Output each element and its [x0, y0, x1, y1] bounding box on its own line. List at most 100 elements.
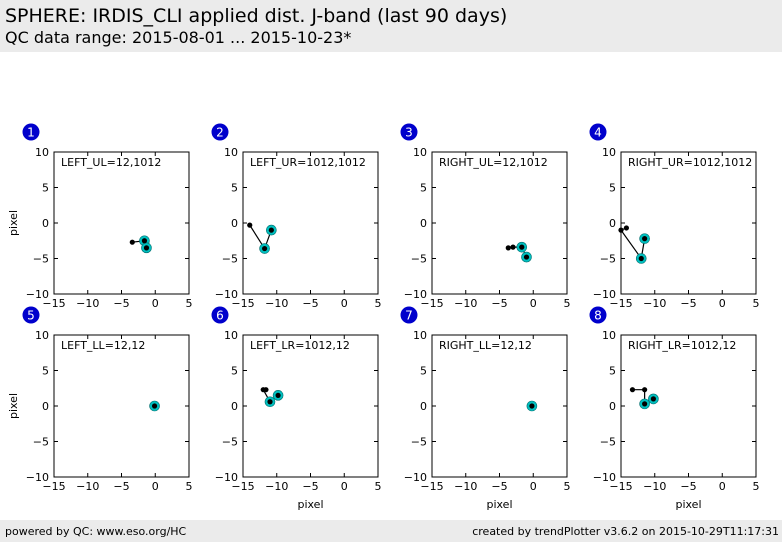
panel-label: RIGHT_UR=1012,1012 — [628, 156, 752, 169]
panel-label: LEFT_UR=1012,1012 — [250, 156, 366, 169]
data-point — [260, 387, 266, 393]
y-tick-label: −5 — [222, 253, 238, 266]
y-tick-label: 5 — [420, 182, 427, 195]
y-tick-label: −10 — [26, 288, 49, 301]
y-tick-label: −10 — [26, 471, 49, 484]
x-tick-label: −10 — [643, 480, 666, 493]
plot-frame — [431, 334, 568, 478]
y-tick-label: −5 — [222, 436, 238, 449]
data-point — [141, 238, 148, 244]
plot-frame — [620, 151, 757, 295]
y-tick-label: 0 — [231, 400, 238, 413]
y-tick-label: −5 — [411, 253, 427, 266]
data-point — [510, 244, 516, 250]
x-tick-label: 0 — [530, 480, 537, 493]
y-tick-label: 10 — [224, 146, 238, 159]
data-point — [629, 387, 636, 393]
data-point — [247, 222, 253, 228]
panel-number-badge — [211, 306, 229, 324]
x-tick-label: 5 — [564, 480, 571, 493]
footer-generator: created by trendPlotter v3.6.2 on 2015-1… — [472, 525, 779, 538]
y-tick-label: −5 — [33, 436, 49, 449]
plot-frame — [53, 151, 190, 295]
data-point — [151, 403, 158, 409]
header-band: SPHERE: IRDIS_CLI applied dist. J-band (… — [0, 0, 782, 52]
panel-number: 5 — [27, 309, 35, 323]
y-tick-label: 10 — [35, 329, 49, 342]
y-tick-label: 10 — [602, 146, 616, 159]
x-tick-label: 5 — [375, 480, 382, 493]
panel-label: LEFT_UL=12,1012 — [61, 156, 161, 169]
x-tick-label: 0 — [719, 480, 726, 493]
data-point — [529, 403, 535, 409]
y-tick-label: −10 — [593, 288, 616, 301]
data-point — [642, 236, 648, 242]
panel-label: RIGHT_UL=12,1012 — [439, 156, 548, 169]
x-tick-label: −15 — [231, 480, 254, 493]
x-tick-label: −5 — [113, 480, 129, 493]
y-tick-label: −10 — [404, 471, 427, 484]
x-tick-label: 0 — [341, 297, 348, 310]
data-point — [129, 239, 135, 245]
x-tick-label: 0 — [719, 297, 726, 310]
x-tick-label: −10 — [76, 297, 99, 310]
y-tick-label: 0 — [609, 400, 616, 413]
panel-label: LEFT_LL=12,12 — [61, 339, 145, 352]
x-tick-label: 5 — [753, 297, 760, 310]
panel-number: 7 — [405, 309, 413, 323]
panel-number: 8 — [594, 309, 602, 323]
y-tick-label: 0 — [231, 217, 238, 230]
x-tick-label: −15 — [609, 297, 632, 310]
x-tick-label: 5 — [375, 297, 382, 310]
y-tick-label: −10 — [215, 471, 238, 484]
y-tick-label: −5 — [600, 436, 616, 449]
y-tick-label: 10 — [35, 146, 49, 159]
x-tick-label: 0 — [341, 480, 348, 493]
panel-number: 3 — [405, 126, 413, 140]
y-tick-label: −10 — [593, 471, 616, 484]
x-tick-label: −15 — [42, 480, 65, 493]
plot-frame — [53, 334, 190, 478]
y-tick-label: 5 — [609, 182, 616, 195]
x-tick-label: −5 — [680, 297, 696, 310]
footer-credit: powered by QC: www.eso.org/HC — [5, 525, 187, 538]
data-point — [618, 227, 624, 233]
panel-label: LEFT_LR=1012,12 — [250, 339, 350, 352]
y-tick-label: 5 — [420, 365, 427, 378]
page-subtitle: QC data range: 2015-08-01 ... 2015-10-23… — [5, 28, 352, 47]
x-tick-label: −5 — [113, 297, 129, 310]
data-point — [523, 254, 530, 260]
subplot-8: −15 −10 −5 0 5−10−50510RIGHT_LR=1012,128pixe… — [589, 306, 760, 511]
x-tick-label: 0 — [152, 480, 159, 493]
panel-number-badge — [211, 123, 229, 141]
x-tick-label: −15 — [609, 480, 632, 493]
x-tick-label: −10 — [265, 297, 288, 310]
plot-frame — [431, 151, 568, 295]
x-tick-label: −5 — [491, 297, 507, 310]
y-tick-label: 10 — [413, 329, 427, 342]
data-point — [505, 245, 511, 251]
data-point — [262, 245, 268, 252]
x-tick-label: −5 — [302, 297, 318, 310]
data-point — [267, 399, 273, 405]
y-tick-label: 0 — [420, 217, 427, 230]
y-tick-label: 5 — [231, 182, 238, 195]
y-tick-label: 0 — [420, 400, 427, 413]
data-point — [275, 392, 281, 398]
panel-number: 6 — [216, 309, 224, 323]
x-tick-label: −10 — [643, 297, 666, 310]
footer-band: powered by QC: www.eso.org/HC created by… — [0, 520, 782, 542]
y-tick-label: −5 — [33, 253, 49, 266]
data-point — [623, 225, 630, 231]
x-tick-label: 5 — [186, 480, 193, 493]
x-tick-label: −10 — [76, 480, 99, 493]
x-axis-label: pixel — [297, 498, 323, 511]
x-tick-label: −10 — [265, 480, 288, 493]
y-tick-label: 5 — [42, 365, 49, 378]
y-tick-label: 10 — [602, 329, 616, 342]
y-tick-label: −10 — [215, 288, 238, 301]
x-tick-label: 5 — [564, 297, 571, 310]
